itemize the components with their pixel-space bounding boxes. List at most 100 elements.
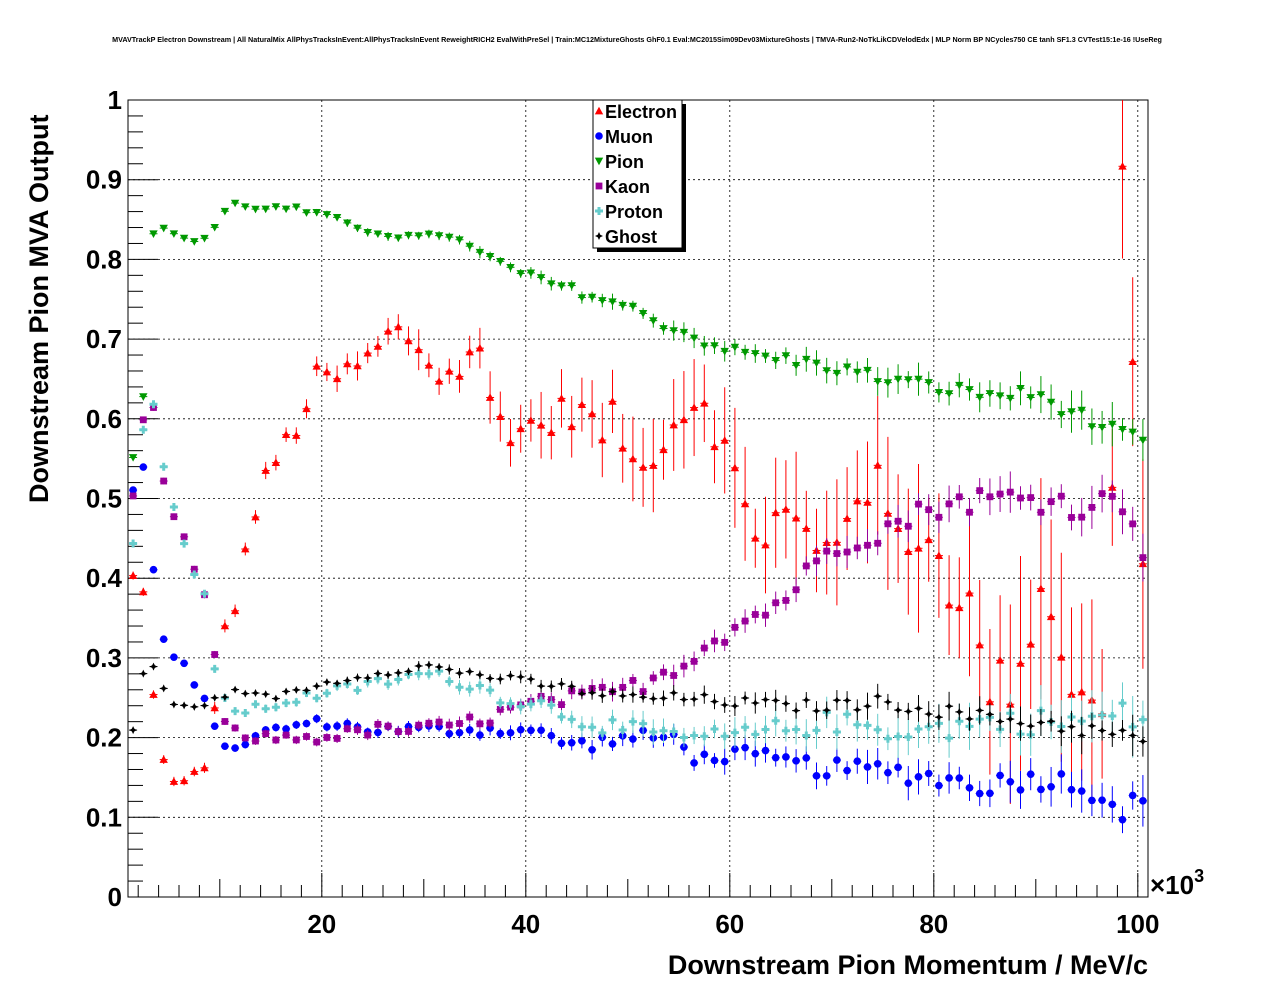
data-point [924, 535, 933, 544]
y-tick-label: 0.9 [86, 165, 122, 195]
data-point [547, 280, 556, 288]
legend-entry-electron: Electron [594, 102, 677, 122]
data-point [1026, 722, 1035, 731]
data-point [771, 753, 780, 762]
data-point [1036, 718, 1045, 727]
data-point [537, 696, 546, 705]
legend-label: Kaon [605, 177, 650, 197]
legend-marker [595, 232, 603, 240]
data-point [618, 301, 627, 310]
data-point [608, 715, 617, 724]
data-point [567, 282, 576, 290]
data-point [435, 662, 444, 671]
data-point [476, 731, 484, 739]
data-point [690, 759, 698, 767]
data-point [1057, 770, 1066, 778]
data-point [1118, 726, 1127, 735]
data-point [853, 368, 862, 377]
x-axis-label: Downstream Pion Momentum / MeV/c [668, 950, 1148, 980]
data-point [414, 669, 423, 678]
data-point [721, 638, 729, 646]
data-point [282, 731, 290, 739]
data-point [679, 733, 688, 742]
data-point [618, 726, 627, 735]
data-point [383, 327, 393, 335]
data-point [975, 706, 984, 715]
data-point [985, 697, 995, 706]
data-point [894, 706, 903, 715]
data-point [812, 772, 821, 780]
data-point [404, 336, 413, 345]
data-point [731, 623, 739, 631]
data-point [139, 587, 148, 596]
data-point [405, 728, 412, 735]
data-point [914, 704, 923, 713]
legend-box [592, 99, 683, 249]
data-point [486, 674, 495, 683]
data-point [944, 600, 954, 609]
data-point [547, 428, 556, 437]
data-point [272, 723, 280, 732]
data-point [965, 386, 974, 394]
y-tick-label: 0 [108, 882, 122, 912]
data-point [863, 366, 872, 375]
data-point [200, 589, 209, 598]
data-point [557, 394, 566, 402]
data-point [455, 683, 464, 692]
data-point [975, 640, 984, 649]
data-point [822, 772, 831, 780]
data-point [322, 211, 332, 219]
y-axis-ticks: 0 0.1 0.2 0.3 0.4 0.5 0.6 0.7 0.8 0.9 1 [86, 85, 158, 912]
data-point [619, 683, 627, 691]
data-point [680, 662, 688, 670]
data-point [1118, 815, 1127, 824]
data-point [628, 302, 638, 311]
data-point [1139, 554, 1147, 562]
data-point [1046, 612, 1056, 621]
data-point [802, 695, 811, 704]
data-point [1006, 715, 1015, 724]
data-point [282, 687, 291, 696]
data-point [271, 703, 280, 712]
data-point [802, 731, 811, 740]
data-point [210, 223, 219, 232]
data-point [567, 715, 576, 724]
data-point [373, 342, 383, 350]
data-point [659, 445, 668, 454]
data-point [354, 726, 361, 734]
data-point [720, 732, 729, 741]
data-point [476, 720, 484, 728]
data-point [292, 698, 301, 707]
data-point [475, 248, 485, 257]
data-point [935, 513, 943, 521]
data-point [149, 662, 158, 671]
legend-label: Proton [605, 202, 663, 222]
data-point [1057, 727, 1066, 736]
data-point [588, 723, 597, 732]
data-point [588, 745, 596, 754]
data-point [1036, 584, 1046, 593]
data-point [221, 742, 229, 751]
data-point [139, 416, 147, 424]
data-point [843, 766, 851, 775]
data-point [690, 731, 699, 740]
data-point [812, 726, 821, 735]
data-point [649, 317, 658, 325]
data-point [842, 363, 852, 372]
data-point [1067, 408, 1076, 416]
data-point [200, 234, 209, 243]
legend-label: Pion [605, 152, 644, 172]
data-point [762, 611, 769, 619]
data-point [842, 514, 852, 522]
data-point [169, 777, 179, 785]
data-point [536, 274, 546, 282]
data-point [792, 725, 801, 734]
data-point [598, 435, 607, 444]
data-point [761, 746, 770, 755]
data-point [802, 754, 811, 762]
data-point [741, 723, 750, 732]
series-kaon [129, 404, 1147, 747]
series-pion [128, 199, 1148, 462]
data-point [353, 686, 362, 695]
